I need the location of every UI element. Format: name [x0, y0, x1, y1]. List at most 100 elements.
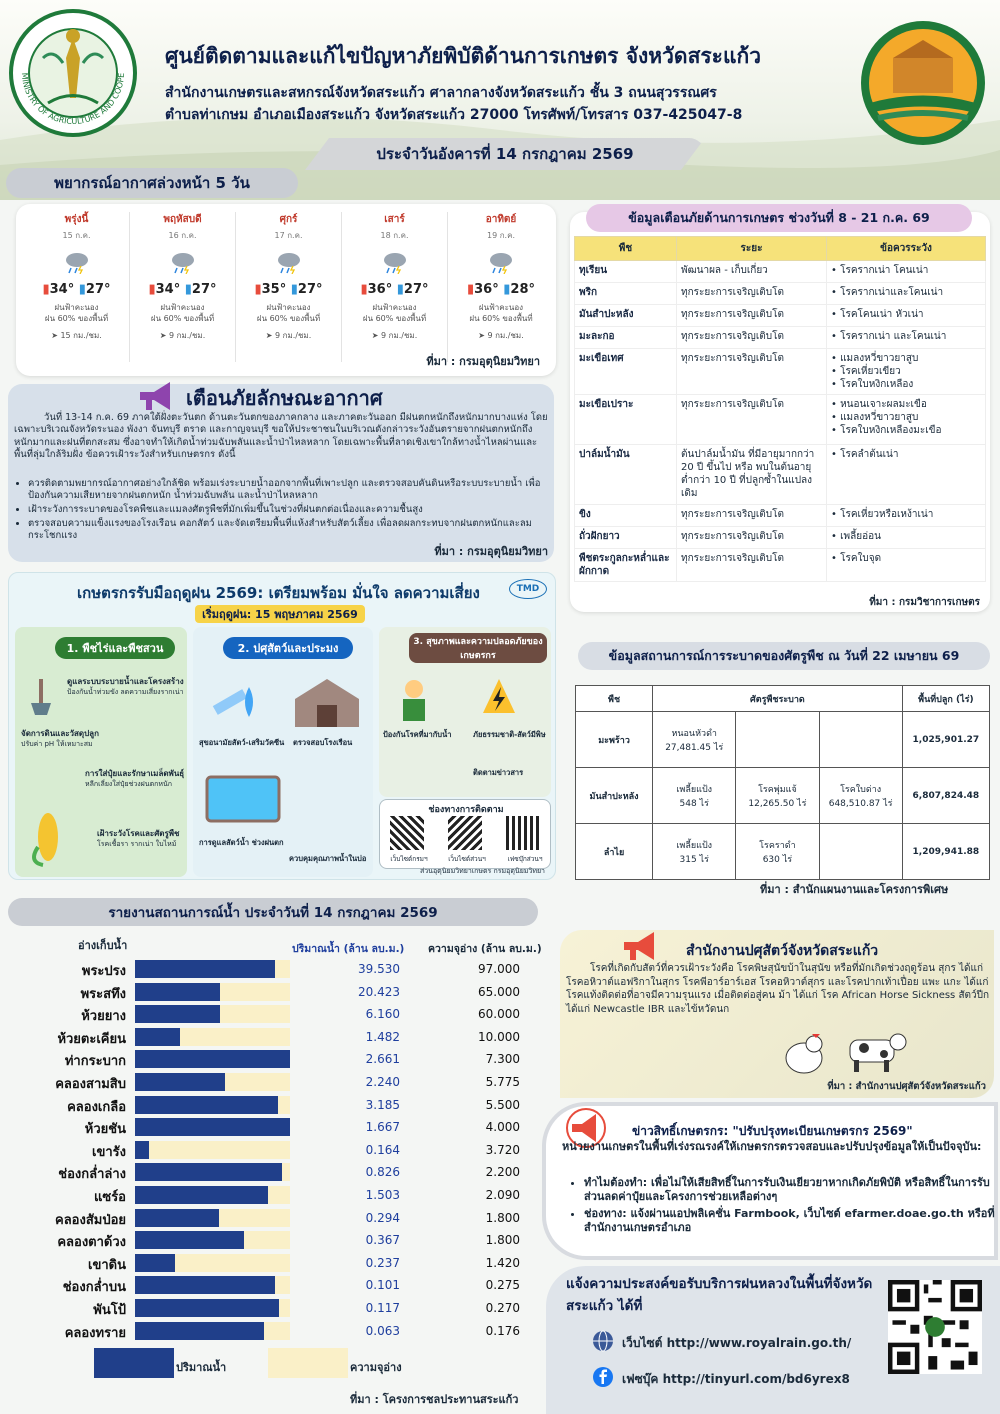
crop-warning-item: • โรครากเน่าและโคนเน่า	[831, 287, 944, 298]
reservoir-capacity: 2.090	[485, 1188, 520, 1202]
pest-crop: มะพร้าว	[574, 711, 654, 768]
reservoir-volume: 0.063	[365, 1323, 400, 1338]
pest-cell: โรคราดำ 630 ไร่	[735, 823, 820, 880]
volume-bar	[135, 1208, 219, 1227]
qr-code-icon[interactable]	[506, 816, 540, 850]
water-title: รายงานสถานการณ์น้ำ ประจำวันที่ 14 กรกฎาค…	[8, 898, 538, 926]
volume-bar	[135, 1005, 220, 1024]
reservoir-name: ท่ากระบาก	[64, 1054, 126, 1070]
megaphone-icon	[624, 932, 654, 960]
crop-warning-item: • โรคใบหงิกเหลืองมะเขือ	[831, 425, 942, 436]
pest-cell	[735, 711, 820, 768]
crop-stage: ต้นปาล์มน้ำมัน ที่มีอายุมากกว่า 20 ปี ขึ…	[676, 444, 827, 505]
reservoir-volume: 0.117	[365, 1301, 400, 1315]
reservoir-row: พระปรง 39.530 97.000	[0, 958, 540, 980]
reservoir-name: ห้วยชัน	[84, 1122, 126, 1138]
province-logo	[861, 21, 985, 145]
pest-cell: เพลี้ยแป้ง 315 ไร่	[652, 823, 737, 880]
temp-low: 27°	[297, 282, 323, 297]
reservoir-capacity: 0.176	[485, 1323, 520, 1338]
pest-area: 6,807,824.48	[901, 767, 991, 824]
livestock-body: โรคที่เกิดกับสัตว์ที่ควรเฝ้าระวังคือ โรค…	[566, 963, 990, 1015]
temp-high: 34°	[49, 282, 75, 297]
vaccine-icon	[212, 687, 253, 717]
crop-warning-item: • แมลงหวี่ขาวยาสูบ	[831, 353, 919, 364]
reservoir-capacity: 0.275	[485, 1278, 520, 1293]
health-disease: ป้องกันโรคที่มากับน้ำ	[383, 730, 452, 739]
crop-row: ถั่วฝักยาว ทุกระยะการเจริญเติบโต • เพลี้…	[574, 526, 986, 549]
section-health: 3. สุขภาพและความปลอดภัยของเกษตรกร ป้องกั…	[379, 627, 551, 797]
forecast-day: พฤหัสบดี 16 ก.ค. ▮34° ▮27° ฝนฟ้าคะนอง ฝน …	[130, 212, 236, 362]
forecast-title: พยากรณ์อากาศล่วงหน้า 5 วัน	[6, 168, 298, 198]
thermometer-hot-icon: ▮	[42, 282, 50, 297]
temp-low: 28°	[510, 282, 536, 297]
reservoir-name: คลองตาด้วง	[57, 1235, 126, 1251]
health-hazard: ภัยธรรมชาติ-สัตว์มีพิษ	[473, 730, 546, 739]
reservoir-row: แซร์อ 1.503 2.090	[0, 1184, 540, 1206]
reservoir-capacity: 97.000	[478, 962, 520, 976]
crop-warnings: • โรครากเน่าและโคนเน่า	[826, 282, 986, 305]
pest-area: 1,025,901.27	[901, 711, 991, 768]
royal-rain-facebook[interactable]: เฟซบุ๊ค http://tinyurl.com/bd6yrex8	[622, 1372, 850, 1386]
reservoir-name: เขาดิน	[88, 1257, 126, 1273]
reservoir-volume: 0.367	[365, 1233, 400, 1248]
crops-pest: เฝ้าระวังโรคและศัตรูพืช	[97, 829, 180, 838]
water-col-name: อ่างเก็บน้ำ	[78, 939, 128, 952]
crop-name: ถั่วฝักยาว	[574, 526, 677, 549]
crop-warnings: • แมลงหวี่ขาวยาสูบ • โรคเหี่ยวเขียว • โรคใ…	[826, 348, 986, 395]
news-title: ข่าวสิทธิ์เกษตรกร: "ปรับปรุงทะเบียนเกษตร…	[632, 1124, 913, 1138]
warning-bullet: เฝ้าระวังการระบาดของโรคพืชและแมลงศัตรูพื…	[28, 504, 558, 516]
pest-cell: เพลี้ยแป้ง 548 ไร่	[652, 767, 737, 824]
pest-col-crop: พืช	[574, 685, 654, 712]
crops-pest-desc: โรคเชื้อรา รากเน่า ใบไหม้	[97, 840, 177, 848]
reservoir-row: คลองทราย 0.063 0.176	[0, 1320, 540, 1342]
reservoir-volume: 20.423	[358, 984, 400, 999]
reservoir-volume: 0.237	[365, 1255, 400, 1270]
reservoir-capacity: 10.000	[478, 1029, 520, 1044]
facebook-icon	[593, 1367, 613, 1387]
pest-col-area: พื้นที่ปลูก (ไร่)	[901, 685, 991, 712]
livestock-vaccine: สุขอนามัยสัตว์-เสริมวัคซีน	[199, 738, 285, 747]
rainy-credit: ส่วนอุตุนิยมวิทยาเกษตร กรมอุตุนิยมวิทยา	[419, 867, 545, 875]
qr-code-icon[interactable]	[888, 1280, 982, 1374]
crop-warning-item: • โรคโคนเน่า หัวเน่า	[831, 309, 924, 320]
reservoir-name: ห้วยตะเคียน	[57, 1031, 126, 1047]
royal-rain-website[interactable]: เว็บไซต์ http://www.royalrain.go.th/	[622, 1336, 852, 1350]
pest-cell: โรคใบด่าง 648,510.87 ไร่	[818, 767, 903, 824]
volume-bar	[135, 1186, 268, 1204]
reservoir-volume: 1.482	[365, 1029, 400, 1044]
capacity-bar	[135, 1140, 290, 1159]
page-title: ศูนย์ติดตามและแก้ไขปัญหาภัยพิบัติด้านการ…	[165, 44, 761, 68]
reservoir-volume: 2.661	[365, 1052, 400, 1067]
qr-label: เฟซบุ๊กส่วนฯ	[507, 855, 543, 863]
reservoir-volume: 1.503	[365, 1188, 400, 1202]
cow-icon	[849, 1033, 907, 1072]
forecast-day: พรุ่งนี้ 15 ก.ค. ▮34° ▮27° ฝนฟ้าคะนอง ฝน …	[24, 212, 130, 362]
crop-warning-item: • โรคลำต้นเน่า	[831, 449, 899, 460]
rain-chance: ฝน 60% ของพื้นที่	[469, 313, 533, 323]
day-name: เสาร์	[384, 214, 405, 225]
megaphone-icon	[566, 1108, 606, 1148]
reservoir-volume: 0.826	[365, 1165, 400, 1180]
crop-stage: ทุกระยะการเจริญเติบโต	[676, 526, 827, 549]
crop-warning-item: • โรคใบหงิกเหลือง	[831, 379, 914, 390]
qr-code-icon[interactable]	[448, 816, 482, 850]
weather-desc: ฝนฟ้าคะนอง	[372, 303, 417, 312]
rain-chance: ฝน 60% ของพื้นที่	[150, 313, 215, 323]
crop-row: พริก ทุกระยะการเจริญเติบโต • โรครากเน่าแ…	[574, 282, 986, 305]
reservoir-row: ช่องกล่ำล่าง 0.826 2.200	[0, 1161, 540, 1183]
reservoir-row: ห้วยชัน 1.667 4.000	[0, 1116, 540, 1138]
crops-soil: จัดการดินและวัสดุปลูก	[21, 729, 99, 738]
crop-warning-source: ที่มา : กรมวิชาการเกษตร	[869, 597, 980, 608]
day-name: พรุ่งนี้	[64, 214, 89, 225]
warning-bullet: ควรติดตามพยากรณ์อากาศอย่างใกล้ชิด พร้อมเ…	[28, 478, 558, 502]
rain-cloud-icon	[65, 253, 88, 274]
volume-bar	[135, 1231, 244, 1250]
volume-bar	[135, 960, 275, 978]
weather-desc: ฝนฟ้าคะนอง	[478, 303, 524, 312]
reservoir-row: ท่ากระบาก 2.661 7.300	[0, 1048, 540, 1070]
reservoir-row: คลองสามสิบ 2.240 5.775	[0, 1071, 540, 1093]
reservoir-row: คลองสัมป่อย 0.294 1.800	[0, 1207, 540, 1229]
section-health-title: 3. สุขภาพและความปลอดภัยของเกษตรกร	[409, 633, 547, 663]
qr-code-icon[interactable]	[390, 816, 424, 850]
